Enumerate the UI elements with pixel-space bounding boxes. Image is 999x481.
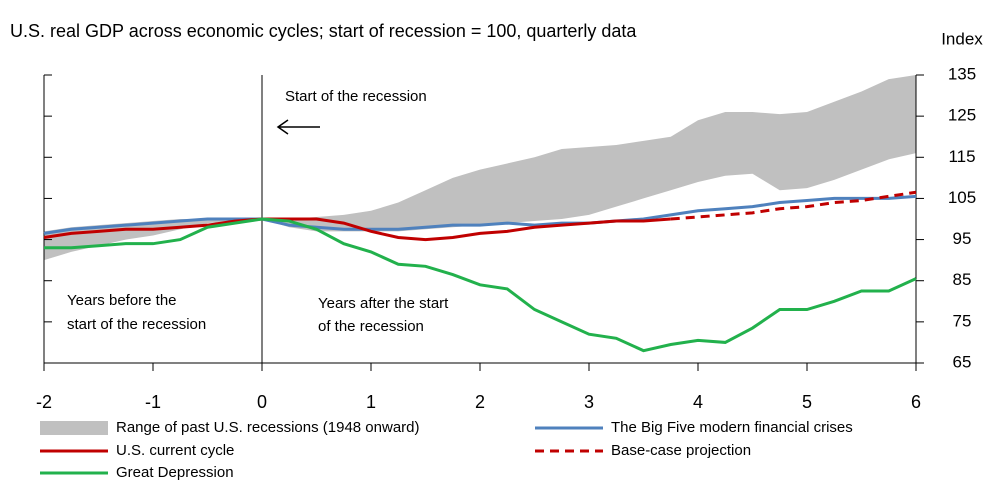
legend-label: Range of past U.S. recessions (1948 onwa… bbox=[116, 419, 420, 436]
x-tick-label: 0 bbox=[257, 392, 267, 412]
y-axis-label: Index bbox=[941, 29, 983, 48]
x-tick-label: 1 bbox=[366, 392, 376, 412]
y-tick-label: 75 bbox=[953, 311, 972, 330]
legend-swatch bbox=[40, 421, 108, 435]
x-tick-label: -2 bbox=[36, 392, 52, 412]
y-tick-label: 105 bbox=[948, 188, 976, 207]
annotation: start of the recession bbox=[67, 316, 206, 333]
y-tick-label: 85 bbox=[953, 270, 972, 289]
legend-label: Great Depression bbox=[116, 464, 234, 481]
legend-label: Base-case projection bbox=[611, 442, 751, 459]
annotation: Start of the recession bbox=[285, 88, 427, 105]
series-line bbox=[670, 190, 917, 221]
x-tick-label: 6 bbox=[911, 392, 921, 412]
legend-label: U.S. current cycle bbox=[116, 442, 234, 459]
annotation: Years before the bbox=[67, 292, 177, 309]
y-tick-label: 65 bbox=[953, 352, 972, 371]
y-tick-label: 115 bbox=[948, 147, 975, 166]
series-line bbox=[43, 217, 671, 242]
legend-label: The Big Five modern financial crises bbox=[611, 419, 853, 436]
x-tick-label: -1 bbox=[145, 392, 161, 412]
series-line bbox=[44, 217, 917, 353]
x-tick-label: 2 bbox=[475, 392, 485, 412]
y-tick-label: 135 bbox=[948, 64, 976, 83]
annotation: Years after the start bbox=[318, 295, 449, 312]
series-line bbox=[43, 194, 917, 235]
x-tick-label: 5 bbox=[802, 392, 812, 412]
y-tick-label: 95 bbox=[953, 229, 972, 248]
chart-title: U.S. real GDP across economic cycles; st… bbox=[10, 21, 637, 41]
x-tick-label: 3 bbox=[584, 392, 594, 412]
annotation: of the recession bbox=[318, 318, 424, 335]
range-band bbox=[44, 75, 916, 261]
y-tick-label: 125 bbox=[948, 106, 976, 125]
x-tick-label: 4 bbox=[693, 392, 703, 412]
arrow bbox=[276, 119, 320, 135]
